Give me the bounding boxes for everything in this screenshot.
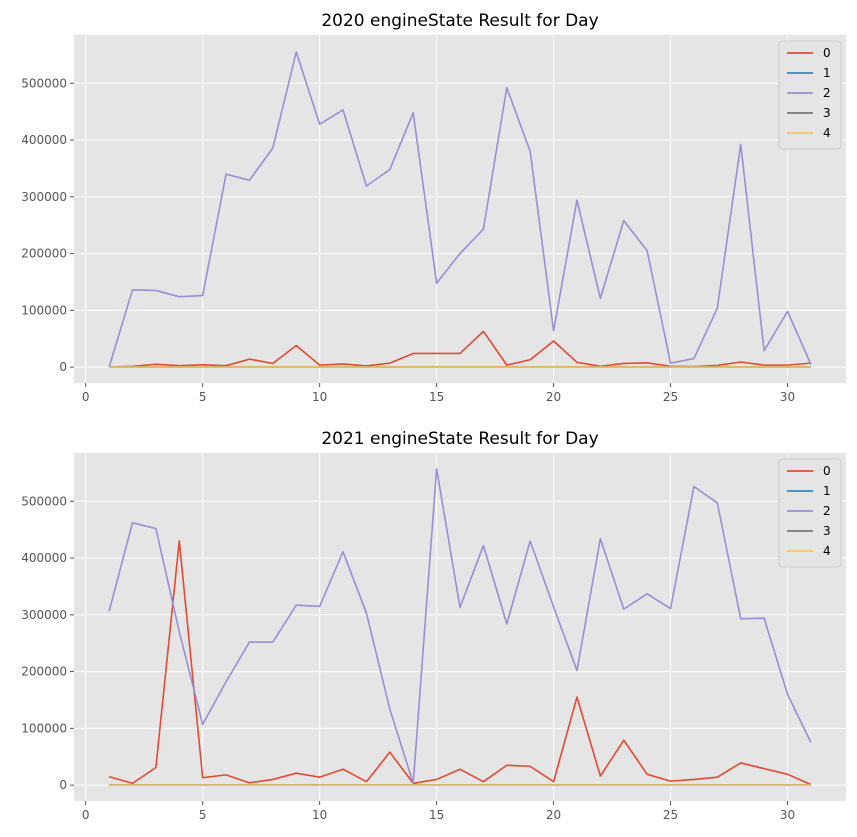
legend-label: 4: [823, 544, 831, 558]
plot-area: [74, 35, 846, 383]
x-tick-label: 25: [663, 390, 678, 404]
y-tick-label: 100000: [21, 303, 67, 317]
x-tick-label: 30: [780, 808, 795, 822]
y-tick-label: 400000: [21, 133, 67, 147]
y-tick-label: 300000: [21, 190, 67, 204]
y-tick-label: 500000: [21, 76, 67, 90]
legend-label: 3: [823, 106, 831, 120]
x-tick-label: 20: [546, 808, 561, 822]
chart-title: 2020 engineState Result for Day: [321, 11, 598, 31]
x-tick-label: 5: [199, 808, 207, 822]
grid: [74, 453, 846, 801]
x-tick-label: 20: [546, 390, 561, 404]
tick-labels: 0 5 10 15 20 25 30 0 100000 200000 300000 400000 500…: [21, 76, 795, 404]
chart-title: 2021 engineState Result for Day: [321, 429, 598, 449]
legend-label: 0: [823, 464, 831, 478]
legend-label: 2: [823, 86, 831, 100]
series-lines: [108, 468, 812, 786]
series-line-0: [108, 540, 812, 786]
series-line-2: [108, 468, 812, 785]
y-tick-label: 400000: [21, 551, 67, 565]
x-tick-label: 0: [82, 808, 90, 822]
x-tick-label: 5: [199, 390, 207, 404]
y-tick-label: 500000: [21, 494, 67, 508]
x-tick-label: 10: [312, 390, 327, 404]
legend-label: 1: [823, 66, 831, 80]
legend-label: 4: [823, 126, 831, 140]
x-tick-label: 15: [429, 808, 444, 822]
x-tick-label: 25: [663, 808, 678, 822]
legend: 0 1 2 3 4: [778, 40, 842, 150]
x-tick-label: 15: [429, 390, 444, 404]
series-lines: [108, 51, 812, 368]
y-tick-label: 0: [59, 778, 67, 792]
tick-labels: 0 5 10 15 20 25 30 0 100000 200000 300000 400000 500…: [21, 494, 795, 822]
x-tick-label: 30: [780, 390, 795, 404]
legend-label: 1: [823, 484, 831, 498]
legend: 0 1 2 3 4: [778, 458, 842, 568]
y-tick-label: 200000: [21, 247, 67, 261]
chart-2021: 2021 engineState Result for Day 0 5 10 15 20…: [21, 429, 846, 822]
plot-area: [74, 453, 846, 801]
legend-label: 2: [823, 504, 831, 518]
legend-label: 3: [823, 524, 831, 538]
legend-box: [778, 40, 842, 150]
chart-2020: 2020 engineState Result for Day 0 5 10 15 20…: [21, 11, 846, 404]
y-tick-label: 200000: [21, 665, 67, 679]
series-line-2: [108, 51, 812, 368]
y-tick-label: 300000: [21, 608, 67, 622]
y-tick-label: 0: [59, 360, 67, 374]
x-tick-label: 10: [312, 808, 327, 822]
y-tick-label: 100000: [21, 721, 67, 735]
legend-label: 0: [823, 46, 831, 60]
legend-box: [778, 458, 842, 568]
x-tick-label: 0: [82, 390, 90, 404]
